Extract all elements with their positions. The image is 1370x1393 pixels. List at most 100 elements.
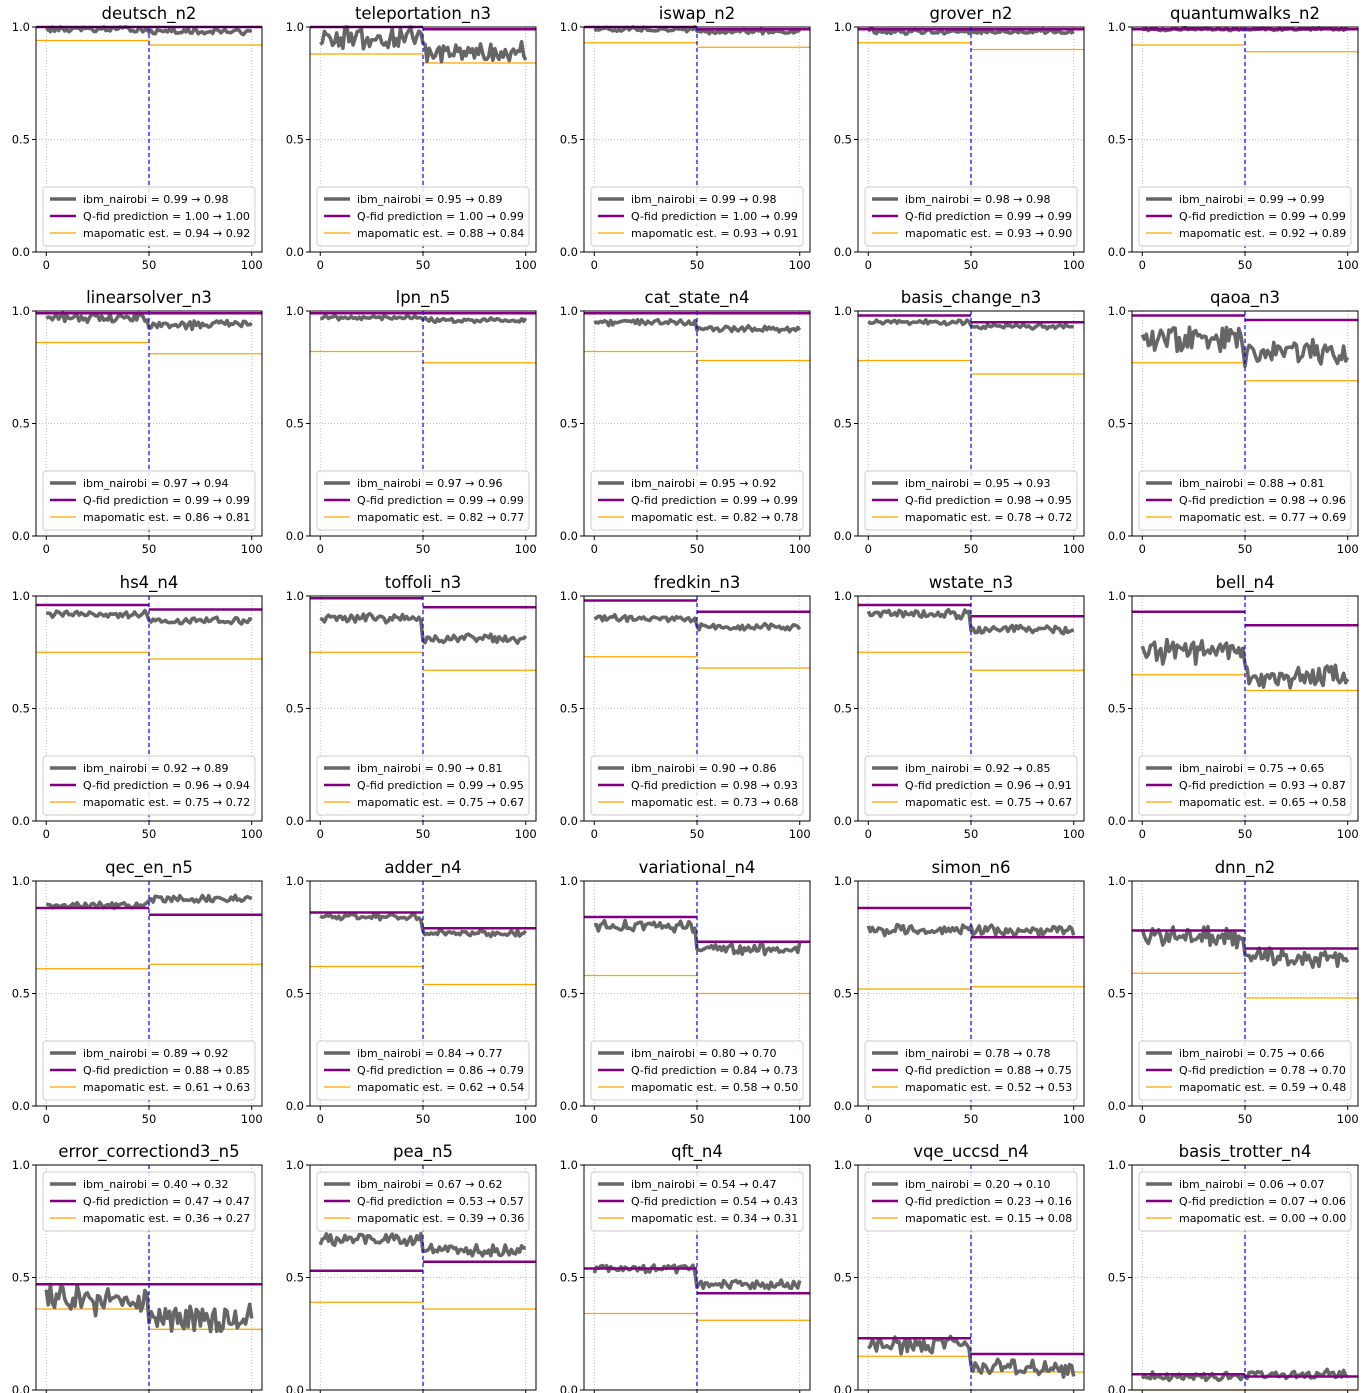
x-tick-label: 0: [865, 827, 872, 841]
y-tick-label: 0.0: [560, 529, 578, 543]
chart-panel: wstate_n3 0 50 100 0.0 0.5 1.0 ibm_nairobi = 0.…: [834, 573, 1085, 841]
legend-label: Q-fid prediction = 0.86 → 0.79: [357, 1064, 524, 1077]
x-tick-label: 100: [515, 827, 537, 841]
x-tick-label: 100: [1063, 542, 1085, 556]
legend-label: ibm_nairobi = 0.95 → 0.93: [905, 477, 1050, 490]
legend-label: Q-fid prediction = 0.99 → 0.99: [631, 494, 798, 507]
legend-label: ibm_nairobi = 0.95 → 0.89: [357, 193, 502, 206]
legend-label: Q-fid prediction = 0.98 → 0.96: [1179, 494, 1346, 507]
y-tick-label: 1.0: [834, 1158, 852, 1172]
legend-label: ibm_nairobi = 0.54 → 0.47: [631, 1178, 776, 1191]
legend-label: Q-fid prediction = 1.00 → 0.99: [357, 210, 524, 223]
x-tick-label: 0: [43, 1112, 50, 1126]
legend-box: [1138, 1171, 1352, 1232]
y-tick-label: 0.0: [834, 245, 852, 259]
chart-panel: qec_en_n5 0 50 100 0.0 0.5 1.0 ibm_nairobi = 0.…: [12, 858, 263, 1126]
legend-label: mapomatic est. = 0.59 → 0.48: [1179, 1081, 1346, 1094]
x-tick-label: 100: [1337, 827, 1359, 841]
x-tick-label: 0: [591, 542, 598, 556]
chart-title: basis_trotter_n4: [1179, 1142, 1312, 1162]
y-tick-label: 0.0: [560, 1099, 578, 1113]
chart-title: basis_change_n3: [901, 288, 1042, 308]
legend-box: [864, 186, 1078, 247]
legend-box: [1138, 755, 1352, 816]
y-tick-label: 0.5: [560, 1271, 578, 1285]
y-tick-label: 1.0: [834, 20, 852, 34]
legend-label: mapomatic est. = 0.93 → 0.91: [631, 227, 798, 240]
legend-label: Q-fid prediction = 0.07 → 0.06: [1179, 1195, 1346, 1208]
x-tick-label: 50: [142, 1112, 157, 1126]
legend-label: mapomatic est. = 0.15 → 0.08: [905, 1212, 1072, 1225]
y-tick-label: 0.5: [1108, 987, 1126, 1001]
chart-title: dnn_n2: [1215, 858, 1276, 878]
chart-panel: linearsolver_n3 0 50 100 0.0 0.5 1.0 ibm_nairob…: [12, 288, 263, 556]
x-tick-label: 0: [1139, 542, 1146, 556]
legend-label: Q-fid prediction = 1.00 → 0.99: [631, 210, 798, 223]
x-tick-label: 50: [1238, 827, 1253, 841]
chart-panel: fredkin_n3 0 50 100 0.0 0.5 1.0 ibm_nairobi = 0…: [560, 573, 811, 841]
chart-title: qaoa_n3: [1210, 288, 1280, 308]
y-tick-label: 0.5: [560, 987, 578, 1001]
y-tick-label: 1.0: [286, 304, 304, 318]
x-tick-label: 0: [317, 827, 324, 841]
legend: ibm_nairobi = 0.99 → 0.99 Q-fid predictio…: [1138, 186, 1352, 247]
legend: ibm_nairobi = 0.20 → 0.10 Q-fid predictio…: [864, 1171, 1078, 1232]
legend-label: ibm_nairobi = 0.80 → 0.70: [631, 1047, 776, 1060]
chart-title: simon_n6: [931, 858, 1010, 878]
legend: ibm_nairobi = 0.98 → 0.98 Q-fid predictio…: [864, 186, 1078, 247]
y-tick-label: 0.0: [560, 1383, 578, 1393]
y-tick-label: 1.0: [1108, 874, 1126, 888]
x-tick-label: 50: [964, 1112, 979, 1126]
x-tick-label: 0: [591, 258, 598, 272]
x-tick-label: 100: [1337, 1112, 1359, 1126]
legend-label: mapomatic est. = 0.75 → 0.67: [905, 796, 1072, 809]
measured-fidelity-line: [45, 25, 253, 37]
legend-box: [42, 1171, 256, 1232]
y-tick-label: 0.0: [286, 814, 304, 828]
legend-label: ibm_nairobi = 0.20 → 0.10: [905, 1178, 1050, 1191]
legend-label: ibm_nairobi = 0.06 → 0.07: [1179, 1178, 1324, 1191]
legend-label: Q-fid prediction = 1.00 → 1.00: [83, 210, 250, 223]
x-tick-label: 0: [591, 827, 598, 841]
y-tick-label: 0.5: [560, 702, 578, 716]
legend: ibm_nairobi = 0.06 → 0.07 Q-fid predictio…: [1138, 1171, 1352, 1232]
x-tick-label: 50: [964, 542, 979, 556]
legend: ibm_nairobi = 0.88 → 0.81 Q-fid predictio…: [1138, 470, 1352, 531]
x-tick-label: 100: [1337, 542, 1359, 556]
x-tick-label: 50: [1238, 1112, 1253, 1126]
x-tick-label: 100: [789, 827, 811, 841]
legend-label: ibm_nairobi = 0.90 → 0.81: [357, 762, 502, 775]
legend-label: mapomatic est. = 0.78 → 0.72: [905, 511, 1072, 524]
x-tick-label: 0: [43, 542, 50, 556]
legend: ibm_nairobi = 0.92 → 0.89 Q-fid predictio…: [42, 755, 256, 816]
x-tick-label: 0: [317, 258, 324, 272]
x-tick-label: 100: [1337, 258, 1359, 272]
y-tick-label: 1.0: [560, 874, 578, 888]
y-tick-label: 0.0: [1108, 1099, 1126, 1113]
x-tick-label: 100: [241, 1112, 263, 1126]
chart-panel: grover_n2 0 50 100 0.0 0.5 1.0 ibm_nairobi = 0.…: [834, 4, 1085, 272]
legend-label: ibm_nairobi = 0.98 → 0.98: [905, 193, 1050, 206]
y-tick-label: 1.0: [834, 874, 852, 888]
legend-label: Q-fid prediction = 0.98 → 0.93: [631, 779, 798, 792]
measured-fidelity-line: [866, 607, 1075, 636]
y-tick-label: 1.0: [1108, 20, 1126, 34]
y-tick-label: 1.0: [286, 1158, 304, 1172]
y-tick-label: 0.5: [834, 987, 852, 1001]
legend: ibm_nairobi = 0.90 → 0.81 Q-fid predictio…: [316, 755, 530, 816]
y-tick-label: 0.0: [834, 1099, 852, 1113]
legend: ibm_nairobi = 0.75 → 0.65 Q-fid predictio…: [1138, 755, 1352, 816]
legend: ibm_nairobi = 0.84 → 0.77 Q-fid predictio…: [316, 1040, 530, 1101]
y-tick-label: 0.0: [1108, 1383, 1126, 1393]
y-tick-label: 0.5: [12, 417, 30, 431]
y-tick-label: 1.0: [560, 1158, 578, 1172]
legend-box: [1138, 470, 1352, 531]
y-tick-label: 0.0: [834, 529, 852, 543]
y-tick-label: 1.0: [560, 304, 578, 318]
chart-panel: basis_trotter_n40501000.00.51.0ibm_nairo…: [1108, 1142, 1359, 1393]
chart-title: toffoli_n3: [385, 573, 461, 593]
y-tick-label: 1.0: [286, 874, 304, 888]
legend-label: Q-fid prediction = 0.84 → 0.73: [631, 1064, 798, 1077]
legend: ibm_nairobi = 0.97 → 0.94 Q-fid predictio…: [42, 470, 256, 531]
